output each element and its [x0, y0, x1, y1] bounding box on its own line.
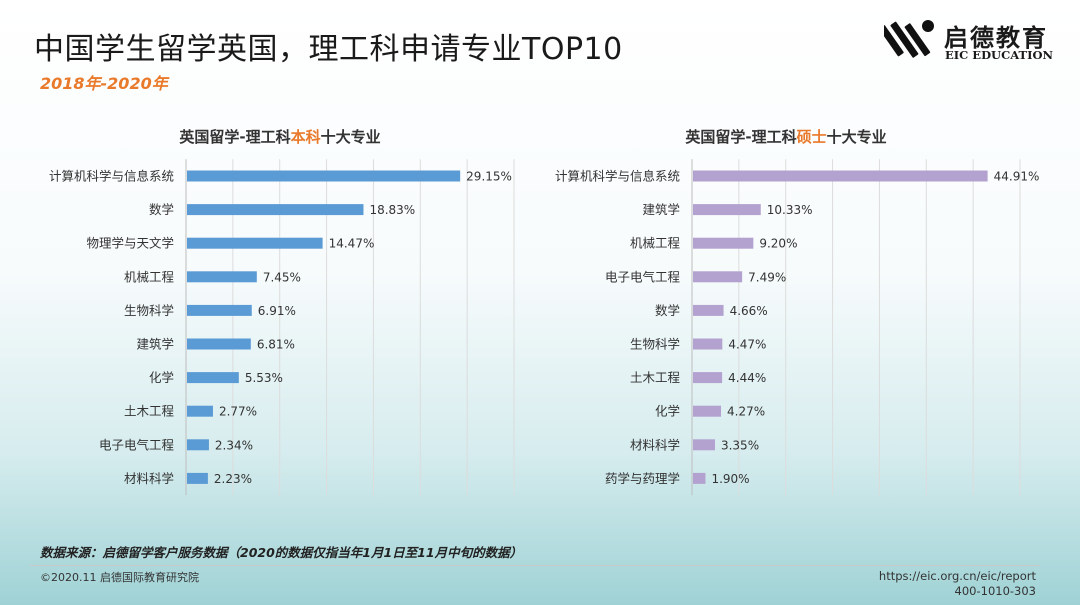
logo-text-cn: 启德教育: [944, 24, 1048, 52]
bar: [187, 405, 213, 417]
footer-divider: [30, 565, 1040, 566]
value-label: 7.45%: [263, 270, 301, 284]
category-label: 计算机科学与信息系统: [555, 169, 680, 184]
contact-info: https://eic.org.cn/eic/report 400-1010-3…: [879, 569, 1036, 599]
bachelor-chart-title: 英国留学-理工科本科十大专业: [179, 128, 380, 146]
bar: [187, 338, 251, 350]
value-label: 9.20%: [759, 237, 797, 251]
bar: [693, 439, 715, 451]
eic-logo-icon: [884, 20, 934, 58]
bar: [693, 338, 723, 350]
bachelor-title-part: 本科: [291, 128, 321, 146]
category-label: 土木工程: [630, 370, 681, 385]
value-label: 4.27%: [727, 405, 765, 419]
bar: [187, 170, 461, 182]
bar: [187, 204, 364, 216]
value-label: 2.34%: [215, 438, 253, 452]
value-label: 1.90%: [711, 472, 749, 486]
master-chart-title: 英国留学-理工科硕士十大专业: [685, 128, 886, 146]
bar: [187, 237, 323, 249]
master-title-part: 十大专业: [827, 128, 887, 146]
category-label: 材料科学: [630, 437, 680, 452]
value-label: 7.49%: [748, 270, 786, 284]
category-label: 电子电气工程: [605, 269, 681, 284]
page-title: 中国学生留学英国，理工科申请专业TOP10: [34, 32, 623, 67]
value-label: 4.47%: [728, 338, 766, 352]
bachelor-title-part: 十大专业: [321, 128, 381, 146]
bar: [693, 372, 723, 384]
master-title-part: 英国留学-理工科: [685, 128, 796, 146]
category-label: 化学: [149, 370, 174, 385]
logo-text-en: EIC EDUCATION: [945, 48, 1053, 62]
value-label: 5.53%: [245, 371, 283, 385]
category-label: 机械工程: [124, 269, 175, 284]
value-label: 2.77%: [219, 405, 257, 419]
page-subtitle: 2018年-2020年: [40, 74, 168, 93]
value-label: 4.66%: [730, 304, 768, 318]
category-label: 材料科学: [124, 471, 174, 486]
bar: [693, 204, 761, 216]
category-label: 药学与药理学: [605, 471, 680, 486]
category-label: 机械工程: [630, 236, 681, 251]
bar: [693, 405, 722, 417]
value-label: 6.91%: [258, 304, 296, 318]
bar: [693, 472, 706, 484]
phone-number: 400-1010-303: [954, 584, 1036, 598]
value-label: 6.81%: [257, 338, 295, 352]
value-label: 2.23%: [214, 472, 252, 486]
value-label: 3.35%: [721, 438, 759, 452]
category-label: 电子电气工程: [99, 437, 175, 452]
bar: [187, 372, 239, 384]
bar: [693, 170, 988, 182]
data-source-note: 数据来源：启德留学客户服务数据（2020的数据仅指当年1月1日至11月中旬的数据…: [40, 545, 523, 560]
value-label: 29.15%: [466, 170, 512, 184]
bar: [187, 472, 208, 484]
value-label: 18.83%: [369, 203, 415, 217]
copyright-text: ©2020.11 启德国际教育研究院: [40, 571, 199, 584]
bar: [693, 271, 743, 283]
bar: [187, 439, 209, 451]
bar: [693, 237, 754, 249]
master-title-part: 硕士: [797, 128, 827, 146]
category-label: 建筑学: [642, 202, 680, 217]
value-label: 44.91%: [994, 170, 1040, 184]
category-label: 计算机科学与信息系统: [49, 169, 174, 184]
category-label: 物理学与天文学: [86, 236, 174, 251]
bar: [693, 304, 724, 316]
category-label: 生物科学: [124, 303, 174, 318]
value-label: 14.47%: [329, 237, 375, 251]
category-label: 建筑学: [136, 337, 174, 352]
category-label: 数学: [149, 202, 174, 217]
category-label: 化学: [655, 404, 680, 419]
value-label: 4.44%: [728, 371, 766, 385]
bar: [187, 271, 257, 283]
bachelor-title-part: 英国留学-理工科: [179, 128, 290, 146]
value-label: 10.33%: [767, 203, 813, 217]
eic-logo: 启德教育 EIC EDUCATION: [884, 12, 1054, 68]
category-label: 土木工程: [124, 404, 175, 419]
category-label: 生物科学: [630, 337, 680, 352]
category-label: 数学: [655, 303, 680, 318]
bar: [187, 304, 252, 316]
report-url: https://eic.org.cn/eic/report: [878, 569, 1036, 583]
